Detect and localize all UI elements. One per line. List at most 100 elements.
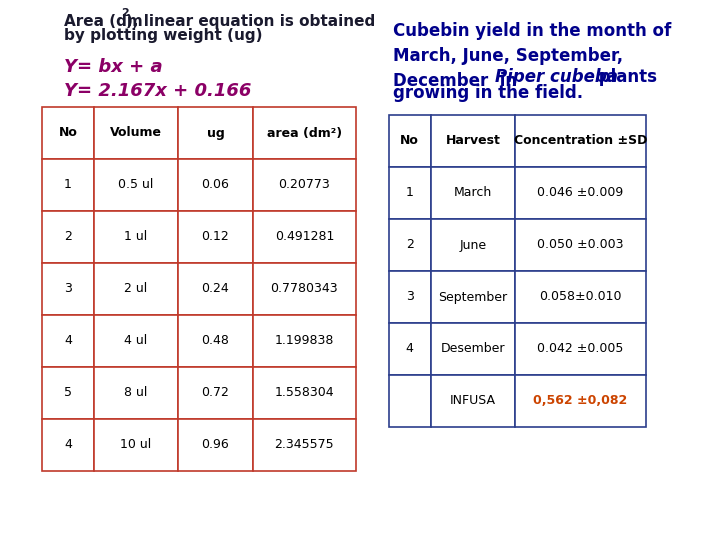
Text: 0.48: 0.48	[202, 334, 230, 348]
Bar	[515, 271, 646, 323]
Text: No: No	[58, 126, 77, 139]
Bar	[389, 219, 431, 271]
Text: 3: 3	[64, 282, 72, 295]
Bar	[253, 159, 356, 211]
Bar	[515, 375, 646, 427]
Text: 0.72: 0.72	[202, 387, 230, 400]
Text: 2.345575: 2.345575	[274, 438, 334, 451]
Bar	[94, 367, 178, 419]
Text: 2: 2	[64, 231, 72, 244]
Text: 10 ul: 10 ul	[120, 438, 151, 451]
Text: 2: 2	[121, 8, 129, 18]
Bar	[94, 315, 178, 367]
Bar	[431, 323, 515, 375]
Bar	[389, 323, 431, 375]
Text: area (dm²): area (dm²)	[267, 126, 342, 139]
Bar	[42, 315, 94, 367]
Bar	[515, 167, 646, 219]
Bar	[94, 419, 178, 471]
Bar	[253, 315, 356, 367]
Text: No: No	[400, 134, 419, 147]
Text: plants: plants	[593, 68, 657, 86]
Text: 1.558304: 1.558304	[274, 387, 334, 400]
Text: 0.491281: 0.491281	[274, 231, 334, 244]
Bar	[253, 263, 356, 315]
Bar	[42, 263, 94, 315]
Bar	[431, 115, 515, 167]
Bar	[42, 367, 94, 419]
Bar	[94, 107, 178, 159]
Text: 4: 4	[64, 334, 72, 348]
Text: 3: 3	[406, 291, 413, 303]
Text: 1: 1	[406, 186, 413, 199]
Text: 0.7780343: 0.7780343	[271, 282, 338, 295]
Bar	[178, 315, 253, 367]
Bar	[94, 263, 178, 315]
Bar	[42, 107, 94, 159]
Bar	[178, 159, 253, 211]
Text: 1.199838: 1.199838	[274, 334, 334, 348]
Text: 2 ul: 2 ul	[124, 282, 148, 295]
Text: Concentration ±SD: Concentration ±SD	[514, 134, 647, 147]
Text: 1: 1	[64, 179, 72, 192]
Text: 0.042 ±0.005: 0.042 ±0.005	[537, 342, 624, 355]
Text: 0.20773: 0.20773	[279, 179, 330, 192]
Text: Desember: Desember	[441, 342, 505, 355]
Text: Harvest: Harvest	[446, 134, 500, 147]
Text: 4 ul: 4 ul	[124, 334, 148, 348]
Bar	[42, 419, 94, 471]
Text: Area (dm: Area (dm	[63, 14, 143, 29]
Text: 0.96: 0.96	[202, 438, 229, 451]
Text: 0,562 ±0,082: 0,562 ±0,082	[534, 395, 628, 408]
Bar	[42, 159, 94, 211]
Bar	[178, 367, 253, 419]
Text: 4: 4	[64, 438, 72, 451]
Text: Piper cubeba: Piper cubeba	[495, 68, 618, 86]
Text: ug: ug	[207, 126, 224, 139]
Bar	[431, 167, 515, 219]
Text: September: September	[438, 291, 508, 303]
Text: 0.24: 0.24	[202, 282, 229, 295]
Bar	[515, 219, 646, 271]
Bar	[515, 323, 646, 375]
Text: Y= 2.167x + 0.166: Y= 2.167x + 0.166	[63, 82, 251, 100]
Bar	[94, 159, 178, 211]
Text: 0.06: 0.06	[202, 179, 230, 192]
Text: 2: 2	[406, 239, 413, 252]
Bar	[389, 375, 431, 427]
Text: 0.12: 0.12	[202, 231, 229, 244]
Bar	[178, 263, 253, 315]
Text: 4: 4	[406, 342, 413, 355]
Text: growing in the field.: growing in the field.	[393, 84, 583, 102]
Text: 5: 5	[64, 387, 72, 400]
Text: INFUSA: INFUSA	[450, 395, 496, 408]
Bar	[389, 115, 431, 167]
Bar	[253, 211, 356, 263]
Text: 0.5 ul: 0.5 ul	[118, 179, 153, 192]
Bar	[178, 419, 253, 471]
Bar	[389, 167, 431, 219]
Text: by plotting weight (ug): by plotting weight (ug)	[63, 28, 262, 43]
Bar	[94, 211, 178, 263]
Text: 1 ul: 1 ul	[124, 231, 148, 244]
Text: 0.058±0.010: 0.058±0.010	[539, 291, 622, 303]
Bar	[253, 419, 356, 471]
Text: 0.050 ±0.003: 0.050 ±0.003	[537, 239, 624, 252]
Text: Y= bx + a: Y= bx + a	[63, 58, 162, 76]
Bar	[178, 211, 253, 263]
Bar	[253, 107, 356, 159]
Text: Volume: Volume	[109, 126, 162, 139]
Text: March: March	[454, 186, 492, 199]
Text: ), linear equation is obtained: ), linear equation is obtained	[127, 14, 376, 29]
Text: June: June	[459, 239, 487, 252]
Bar	[42, 211, 94, 263]
Bar	[515, 115, 646, 167]
Bar	[389, 271, 431, 323]
Bar	[431, 375, 515, 427]
Text: 8 ul: 8 ul	[124, 387, 148, 400]
Text: 0.046 ±0.009: 0.046 ±0.009	[537, 186, 624, 199]
Bar	[431, 271, 515, 323]
Bar	[178, 107, 253, 159]
Bar	[253, 367, 356, 419]
Text: Cubebin yield in the month of
March, June, September,
December  in: Cubebin yield in the month of March, Jun…	[393, 22, 672, 90]
